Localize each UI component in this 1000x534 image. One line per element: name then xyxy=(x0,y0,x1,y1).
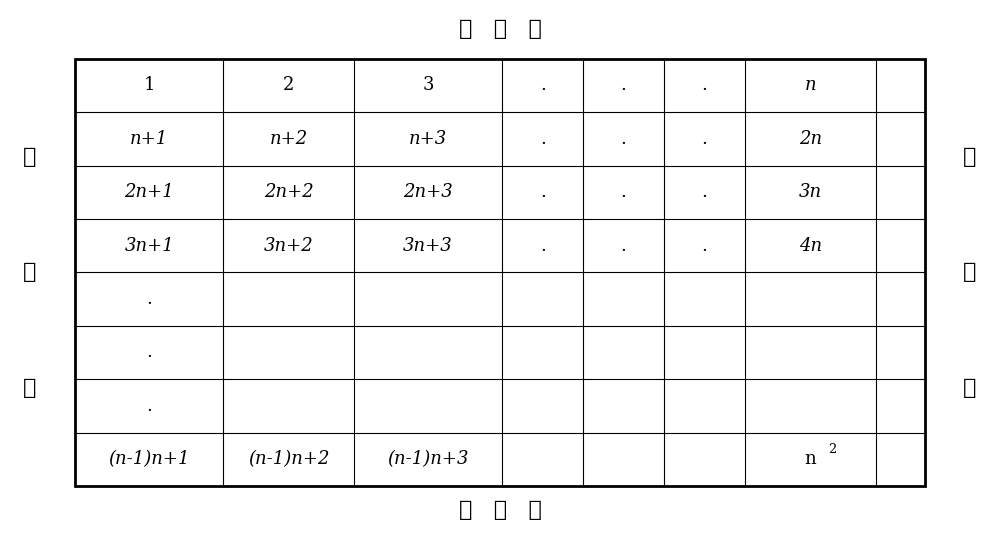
Text: (n-1)n+3: (n-1)n+3 xyxy=(387,450,469,468)
Text: 1: 1 xyxy=(143,76,155,95)
Text: 行: 行 xyxy=(23,378,37,398)
Text: 保   护   行: 保 护 行 xyxy=(459,19,541,40)
Text: .: . xyxy=(621,237,627,255)
Text: 2n+3: 2n+3 xyxy=(403,183,453,201)
Text: 2n: 2n xyxy=(799,130,822,148)
Text: .: . xyxy=(540,130,546,148)
Text: n+2: n+2 xyxy=(269,130,308,148)
Text: n+3: n+3 xyxy=(409,130,447,148)
Text: 3: 3 xyxy=(422,76,434,95)
Text: 3n+3: 3n+3 xyxy=(403,237,453,255)
Text: .: . xyxy=(702,237,708,255)
Bar xyxy=(75,59,925,486)
Text: 护: 护 xyxy=(963,262,977,282)
Text: 3n+2: 3n+2 xyxy=(264,237,313,255)
Text: .: . xyxy=(540,76,546,95)
Text: .: . xyxy=(540,237,546,255)
Text: 2: 2 xyxy=(828,443,837,456)
Text: 3n: 3n xyxy=(799,183,822,201)
Text: 行: 行 xyxy=(963,378,977,398)
Text: 保   护   行: 保 护 行 xyxy=(459,500,541,520)
Text: 2n+2: 2n+2 xyxy=(264,183,313,201)
Text: .: . xyxy=(702,76,708,95)
Text: n+1: n+1 xyxy=(130,130,168,148)
Text: 护: 护 xyxy=(23,262,37,282)
Text: .: . xyxy=(702,130,708,148)
Text: (n-1)n+1: (n-1)n+1 xyxy=(108,450,190,468)
Text: (n-1)n+2: (n-1)n+2 xyxy=(248,450,329,468)
Text: .: . xyxy=(702,183,708,201)
Text: 4n: 4n xyxy=(799,237,822,255)
Text: .: . xyxy=(621,76,627,95)
Text: .: . xyxy=(146,397,152,415)
Text: n: n xyxy=(804,450,816,468)
Text: 保: 保 xyxy=(23,147,37,167)
Text: 2n+1: 2n+1 xyxy=(124,183,174,201)
Text: 保: 保 xyxy=(963,147,977,167)
Text: .: . xyxy=(146,343,152,362)
Text: 2: 2 xyxy=(283,76,294,95)
Text: .: . xyxy=(621,130,627,148)
Text: .: . xyxy=(621,183,627,201)
Text: n: n xyxy=(805,76,816,95)
Text: 3n+1: 3n+1 xyxy=(124,237,174,255)
Text: .: . xyxy=(540,183,546,201)
Text: .: . xyxy=(146,290,152,308)
